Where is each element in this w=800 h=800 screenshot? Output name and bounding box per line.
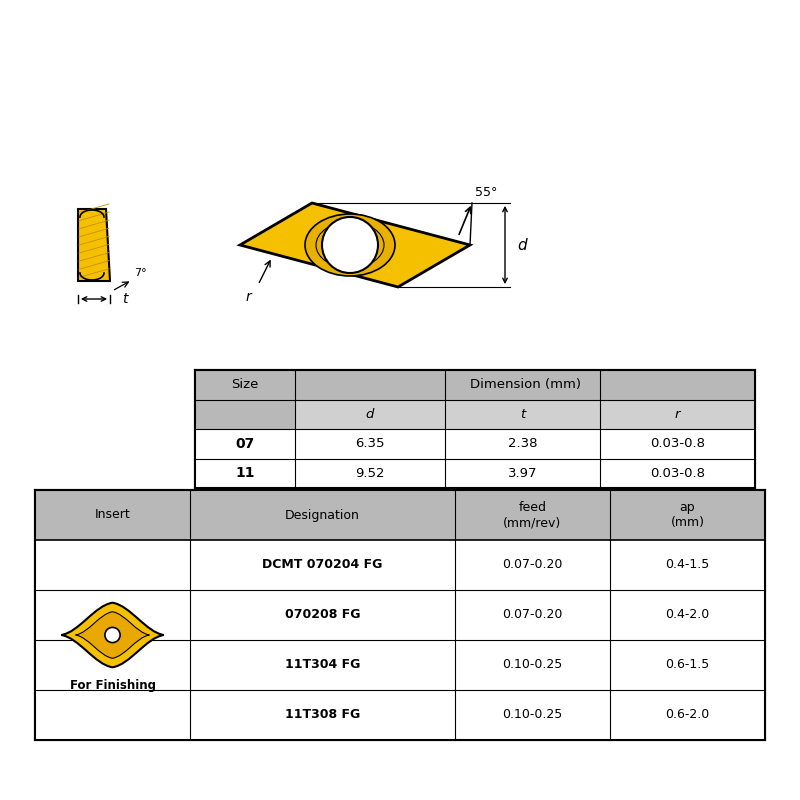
Circle shape [322, 217, 378, 273]
Text: r: r [245, 290, 251, 304]
PathPatch shape [61, 602, 164, 667]
Text: Dimension (mm): Dimension (mm) [470, 378, 581, 391]
FancyBboxPatch shape [35, 640, 765, 690]
FancyBboxPatch shape [195, 429, 755, 458]
FancyBboxPatch shape [195, 399, 755, 429]
FancyBboxPatch shape [195, 458, 755, 488]
PathPatch shape [75, 612, 150, 658]
Text: Insert: Insert [94, 509, 130, 522]
Polygon shape [78, 209, 110, 281]
Text: 11T304 FG: 11T304 FG [285, 658, 360, 671]
Ellipse shape [305, 214, 395, 276]
Text: 0.03-0.8: 0.03-0.8 [650, 438, 705, 450]
Text: t: t [520, 408, 525, 421]
Text: For Finishing: For Finishing [70, 679, 155, 692]
Text: 0.07-0.20: 0.07-0.20 [502, 558, 562, 571]
FancyBboxPatch shape [35, 490, 765, 740]
Circle shape [105, 627, 120, 642]
FancyBboxPatch shape [35, 590, 765, 640]
Text: feed
(mm/rev): feed (mm/rev) [503, 501, 562, 529]
Text: 0.6-2.0: 0.6-2.0 [666, 709, 710, 722]
Text: d: d [366, 408, 374, 421]
FancyBboxPatch shape [195, 370, 755, 488]
Text: 11T308 FG: 11T308 FG [285, 709, 360, 722]
Text: 0.03-0.8: 0.03-0.8 [650, 466, 705, 480]
FancyBboxPatch shape [35, 490, 765, 540]
Text: 9.52: 9.52 [355, 466, 385, 480]
Text: ap
(mm): ap (mm) [670, 501, 705, 529]
Text: 11: 11 [235, 466, 254, 480]
Text: 0.4-1.5: 0.4-1.5 [666, 558, 710, 571]
Text: 07: 07 [235, 437, 254, 450]
FancyBboxPatch shape [35, 690, 765, 740]
Text: t: t [122, 292, 127, 306]
Text: 0.4-2.0: 0.4-2.0 [666, 609, 710, 622]
Text: 0.10-0.25: 0.10-0.25 [502, 709, 562, 722]
Text: 0.6-1.5: 0.6-1.5 [666, 658, 710, 671]
Text: 2.38: 2.38 [508, 438, 538, 450]
Text: Size: Size [231, 378, 258, 391]
Text: 6.35: 6.35 [355, 438, 385, 450]
Text: 7°: 7° [134, 268, 146, 278]
Text: 0.10-0.25: 0.10-0.25 [502, 658, 562, 671]
FancyBboxPatch shape [35, 540, 765, 590]
Text: 55°: 55° [475, 186, 498, 199]
Text: 3.97: 3.97 [508, 466, 538, 480]
Text: d: d [517, 238, 526, 253]
Text: DCMT 070204 FG: DCMT 070204 FG [262, 558, 382, 571]
Polygon shape [240, 203, 470, 287]
Text: 0.07-0.20: 0.07-0.20 [502, 609, 562, 622]
FancyBboxPatch shape [195, 370, 755, 399]
Text: Designation: Designation [285, 509, 360, 522]
Text: r: r [674, 408, 680, 421]
FancyBboxPatch shape [195, 399, 295, 429]
Text: 070208 FG: 070208 FG [285, 609, 360, 622]
